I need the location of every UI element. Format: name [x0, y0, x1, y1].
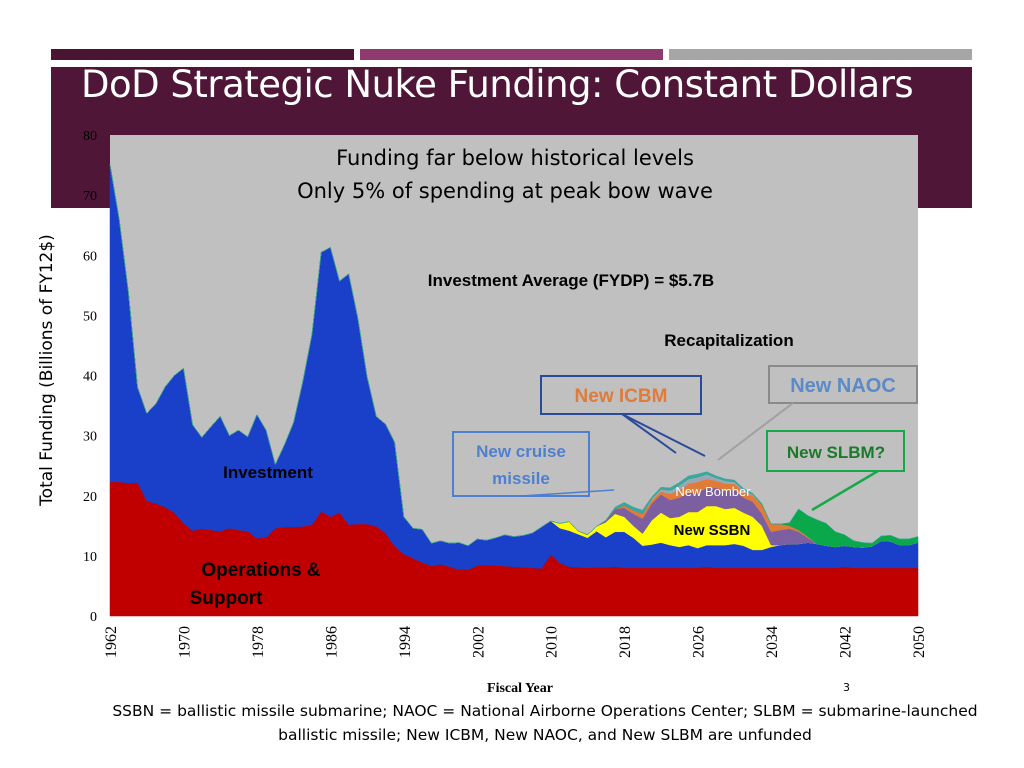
x-tick-label: 2026: [691, 626, 708, 658]
new-icbm-callout-label: New ICBM: [575, 386, 668, 407]
investment-label: Investment: [223, 463, 313, 482]
y-tick-label: 30: [83, 430, 97, 445]
investment-average-label: Investment Average (FYDP) = $5.7B: [428, 271, 714, 290]
area-new-cruise-missile: [109, 164, 919, 546]
new-naoc-pointer: [717, 402, 794, 461]
new-cruise-missile-label-1: New cruise: [476, 442, 566, 461]
new-cruise-missile-label-2: missile: [492, 469, 550, 488]
y-tick-label: 40: [83, 370, 97, 385]
y-tick-label: 0: [90, 610, 97, 625]
x-tick-label: 2042: [838, 626, 855, 658]
footnote-line-2: ballistic missile; New ICBM, New NAOC, a…: [278, 726, 812, 744]
recapitalization-label: Recapitalization: [664, 331, 793, 350]
header-bar-middle: [360, 49, 663, 60]
footnote: SSBN = ballistic missile submarine; NAOC…: [90, 699, 1000, 747]
new-slbm-callout-box: [766, 430, 905, 472]
new-cruise-missile-callout-box: [452, 431, 590, 497]
footnote-line-1: SSBN = ballistic missile submarine; NAOC…: [112, 702, 978, 720]
x-axis-ticks: 1962 1970 1978 1986 1994 2002 2010 2018 2026 2034…: [103, 626, 928, 658]
area-series: [109, 164, 919, 617]
x-tick-label: 1962: [103, 626, 120, 658]
chart-subtitle-1: Funding far below historical levels: [336, 146, 694, 170]
x-tick-label: 2002: [470, 626, 487, 658]
new-slbm-pointer: [811, 469, 879, 512]
header-bar-right: [669, 49, 972, 60]
new-naoc-callout-box: [768, 365, 918, 404]
x-axis-title: Fiscal Year: [487, 681, 553, 696]
x-tick-label: 1986: [323, 626, 340, 658]
x-tick-label: 2010: [544, 626, 561, 658]
new-bomber-label: New Bomber: [675, 484, 751, 499]
operations-label-line2: Support: [190, 588, 263, 609]
slide-title: DoD Strategic Nuke Funding: Constant Dol…: [81, 63, 914, 106]
y-axis-ticks: 0 10 20 30 40 50 60 70 80: [83, 129, 97, 625]
operations-label-line1: Operations &: [201, 560, 321, 581]
new-icbm-callout-box: [540, 375, 702, 415]
y-tick-label: 60: [83, 249, 97, 264]
slide-number: 3: [843, 681, 850, 694]
x-tick-label: 1970: [177, 626, 194, 658]
x-tick-label: 1994: [397, 626, 414, 658]
y-tick-label: 10: [83, 550, 97, 565]
y-tick-label: 70: [83, 189, 97, 204]
new-slbm-callout-label: New SLBM?: [787, 443, 885, 462]
new-ssbn-label: New SSBN: [674, 522, 751, 539]
y-tick-label: 80: [83, 129, 97, 144]
new-naoc-callout-label: New NAOC: [790, 375, 896, 397]
chart-subtitle-2: Only 5% of spending at peak bow wave: [297, 179, 713, 203]
x-tick-label: 2050: [911, 626, 928, 658]
x-tick-label: 2034: [764, 626, 781, 658]
x-tick-label: 1978: [250, 626, 267, 658]
new-cruise-missile-pointer: [520, 489, 615, 497]
x-tick-label: 2018: [617, 626, 634, 658]
new-icbm-pointer-2: [621, 413, 706, 457]
y-axis-title: Total Funding (Billions of FY12$): [37, 234, 57, 507]
new-icbm-pointer: [621, 413, 677, 454]
header-bar-left: [51, 49, 354, 60]
y-tick-label: 50: [83, 309, 97, 324]
y-tick-label: 20: [83, 490, 97, 505]
